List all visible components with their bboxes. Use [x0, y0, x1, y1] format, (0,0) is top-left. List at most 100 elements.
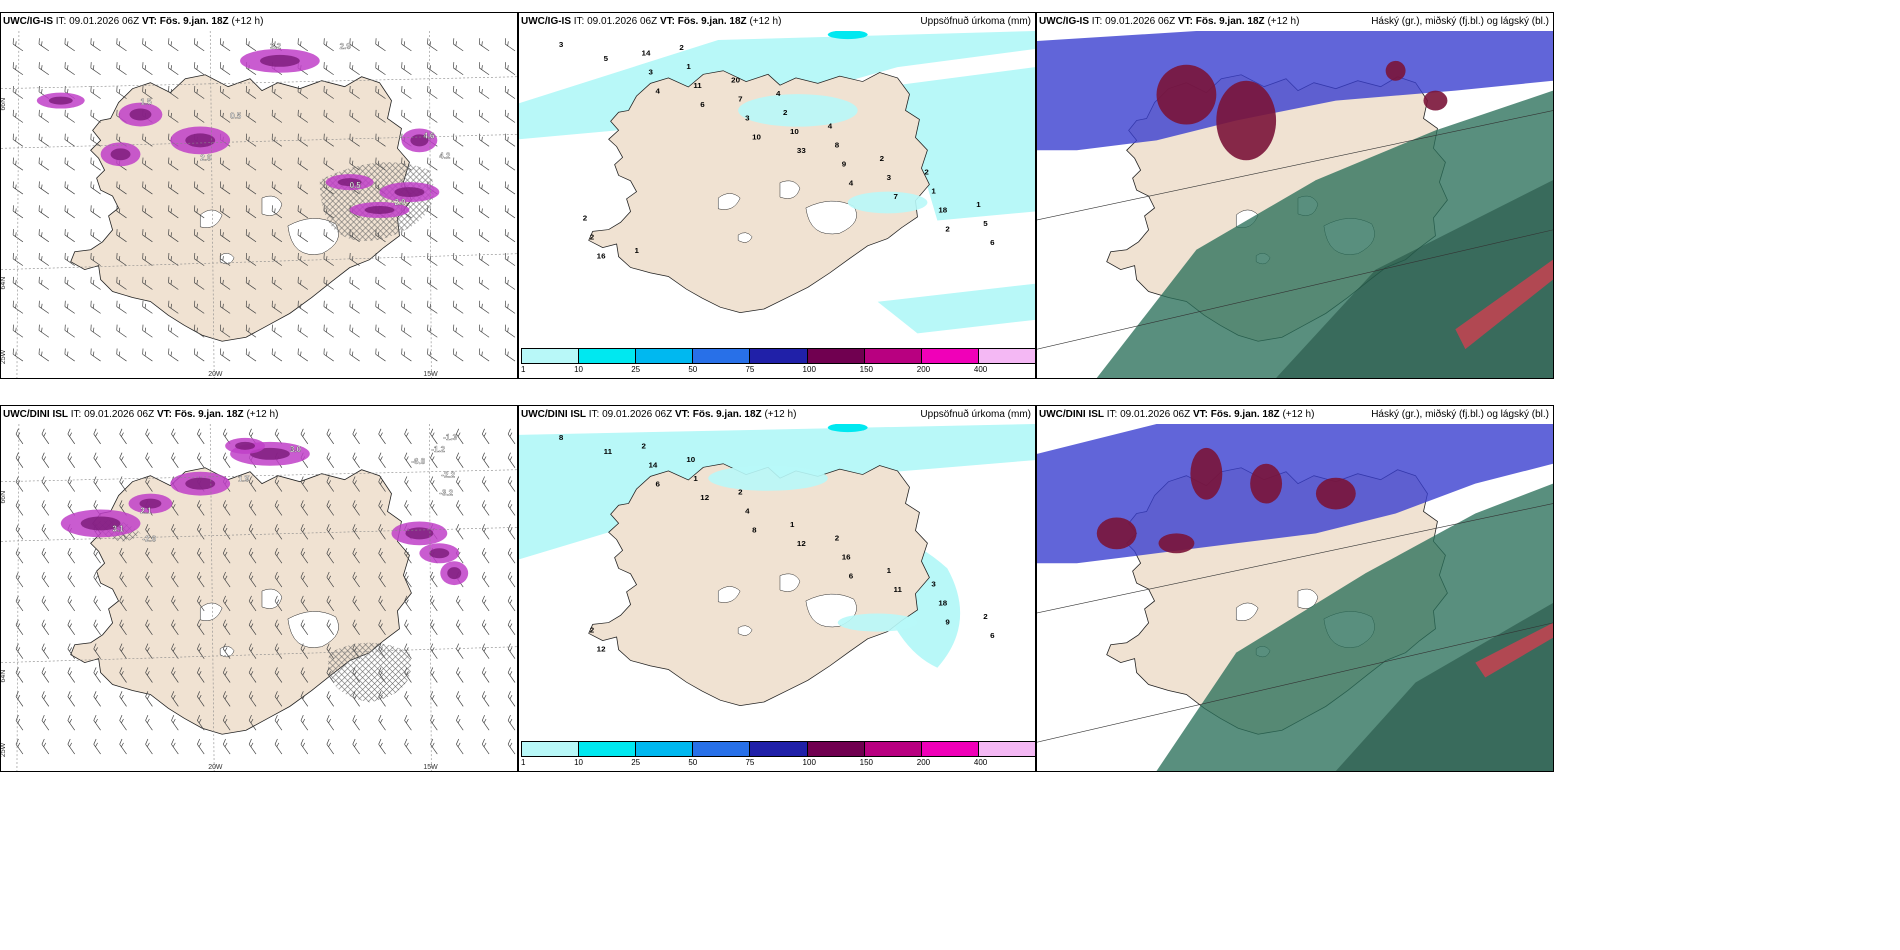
iceland-landmass: [70, 467, 412, 735]
wind-barb: [38, 348, 50, 362]
wind-value-label: 4.2: [439, 151, 451, 160]
wind-barb: [326, 738, 334, 755]
valid-time-label: VT:: [156, 409, 172, 420]
wind-barb: [300, 643, 309, 659]
precip-value-label: 2: [945, 225, 949, 234]
wind-value-label: 0.5: [350, 181, 362, 190]
model-name: UWC/IG-IS: [1039, 16, 1089, 27]
high-cloud-area: [1216, 80, 1277, 161]
colorbar-tick: 100: [802, 758, 816, 767]
field-title: Háský (gr.), miðský (fj.bl.) og lágský (…: [1371, 16, 1549, 27]
wind-barb: [271, 252, 283, 266]
wind-value-label: 1.5: [140, 98, 152, 107]
wind-value-label: -2.0: [142, 534, 156, 543]
wind-barb: [41, 500, 50, 516]
wind-barb: [197, 667, 205, 683]
wind-barb: [197, 428, 205, 445]
wind-barb: [171, 667, 179, 683]
wind-barb: [142, 157, 153, 171]
wind-barb: [171, 428, 179, 445]
wind-barb: [38, 38, 50, 52]
wind-barb: [504, 324, 516, 338]
lead-time: (+12 h): [749, 16, 782, 27]
colorbar-tick: 150: [859, 758, 874, 767]
wind-barb: [481, 715, 490, 731]
wind-barb: [326, 500, 334, 516]
wind-barb: [119, 619, 127, 635]
wind-barb: [67, 738, 75, 755]
wind-value-label: 3.1: [113, 524, 125, 533]
wind-barb: [274, 738, 283, 755]
glacier-1: [779, 180, 801, 199]
glacier-0: [717, 586, 741, 603]
wind-barb: [142, 133, 153, 147]
hatched-area: [90, 520, 412, 703]
wind-barb: [171, 619, 179, 635]
precip-value-label: 6: [700, 100, 704, 109]
wind-barb: [326, 619, 334, 635]
wind-map: 3.2 2.9 1.5 0.5 2.0 4.6 4.2 0.5 2.0 66N 64N 25W 20W 1…: [1, 31, 517, 378]
wind-barb: [119, 595, 127, 612]
wind-barb: [326, 571, 334, 588]
wind-barb: [245, 157, 257, 171]
wind-barb: [64, 252, 75, 266]
model-name: UWC/DINI ISL: [1039, 409, 1104, 420]
wind-barb: [142, 276, 153, 290]
glacier-0: [717, 193, 741, 210]
wind-barb: [478, 157, 490, 171]
wind-barb: [430, 619, 438, 635]
wind-barb: [300, 738, 309, 755]
wind-map-panel-igis: UWC/IG-IS IT: 09.01.2026 06Z VT: Fös. 9.…: [0, 12, 518, 379]
wind-barb: [119, 691, 127, 707]
wind-barb: [194, 109, 205, 123]
wind-barb: [67, 667, 75, 683]
wind-barb: [116, 229, 127, 243]
wind-barb: [93, 691, 101, 707]
precip-value-label: 14: [648, 461, 658, 470]
colorbar-tick: 400: [973, 365, 988, 374]
wind-barb: [171, 524, 179, 540]
wind-barb: [197, 595, 205, 612]
wind-barb: [219, 62, 231, 76]
wind-barb: [219, 157, 231, 171]
wind-barb: [478, 348, 490, 362]
wind-barb: [456, 452, 464, 468]
wind-barb: [323, 62, 334, 76]
wind-barb: [453, 62, 464, 76]
wind-barb: [194, 157, 205, 171]
wind-barb: [67, 715, 75, 731]
wind-barb: [300, 667, 309, 683]
precip-value-label: 2: [679, 43, 683, 52]
wind-barb: [245, 181, 257, 195]
glacier-2: [287, 218, 339, 255]
wind-barb: [378, 571, 386, 588]
wind-barb: [478, 62, 490, 76]
init-time: IT: 09.01.2026 06Z: [55, 16, 140, 27]
precip-value-label: 3: [648, 68, 652, 77]
wind-barb: [349, 85, 360, 99]
wind-barb: [41, 691, 50, 707]
wind-barb: [41, 476, 50, 492]
wind-barb: [90, 85, 101, 99]
wind-barb: [248, 691, 257, 707]
wind-barb: [297, 181, 309, 195]
colorbar-swatch: [920, 741, 979, 757]
wind-barb: [507, 547, 516, 564]
wind-barb: [430, 500, 438, 516]
wind-barb: [271, 276, 283, 290]
wind-barb: [219, 276, 231, 290]
wind-barb: [478, 324, 490, 338]
wind-barb: [12, 324, 24, 338]
cloud-map-panel-dini: UWC/DINI ISL IT: 09.01.2026 06Z VT: Fös.…: [1036, 405, 1554, 772]
wind-barb: [271, 324, 283, 338]
colorbar-tick: 25: [631, 365, 641, 374]
wind-barb: [300, 619, 309, 635]
panel-header: UWC/IG-IS IT: 09.01.2026 06Z VT: Fös. 9.…: [519, 13, 1035, 31]
colorbar-swatch: [635, 741, 694, 757]
precip-value-label: 2: [924, 168, 928, 177]
wind-barb: [145, 428, 153, 445]
wind-barb: [142, 252, 153, 266]
map-area: 3.0 -1.2 -1.3 -2.2 -3.2 -6.0 1.9 2.1 -2.0 3.1 66N 6…: [1, 424, 517, 771]
mid-cloud-area: [1037, 31, 1553, 151]
precip-value-label: 6: [990, 631, 994, 640]
